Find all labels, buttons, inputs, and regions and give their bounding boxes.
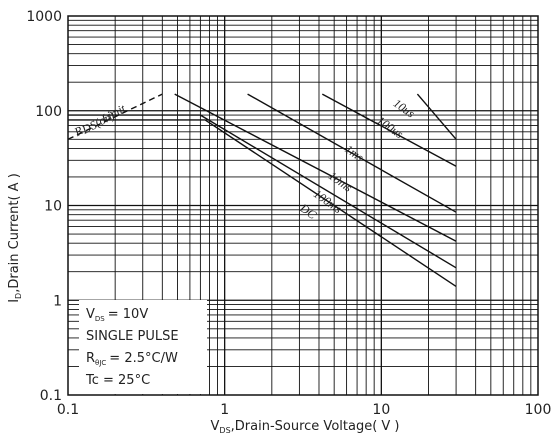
y-tick-label: 1000: [26, 9, 62, 25]
x-tick-label: 0.1: [57, 402, 79, 418]
condition-vds: VDS = 10V: [86, 307, 148, 323]
x-tick-label: 10: [372, 402, 390, 418]
series-line-dc: [68, 119, 457, 287]
series-line-100us: [321, 93, 457, 167]
series-group: [67, 93, 457, 287]
series-line-r-ds-on-limit: [67, 93, 163, 140]
condition-pulse: SINGLE PULSE: [86, 329, 179, 344]
x-tick-label: 100: [525, 402, 552, 418]
condition-tc: Tc = 25°C: [85, 373, 150, 388]
y-tick-label: 0.1: [40, 388, 62, 404]
series-line-10us: [416, 93, 457, 140]
y-tick-label: 10: [44, 199, 62, 215]
annotation-ms1: 1ms: [342, 142, 366, 165]
series-line-10ms: [174, 93, 457, 242]
series-line-100ms: [68, 114, 457, 269]
series-line-1ms: [247, 93, 457, 213]
annotation-ms10: 10ms: [326, 169, 355, 195]
x-axis-label: VDS,Drain-Source Voltage( V ): [211, 419, 400, 435]
test-conditions-box: VDS = 10V SINGLE PULSE RθJC = 2.5°C/W Tc =…: [79, 300, 207, 394]
y-axis-label: ID,Drain Current( A ): [7, 173, 23, 303]
annotation-dc: DC: [297, 200, 320, 222]
y-tick-label: 1: [53, 293, 62, 309]
tick-labels: 0.1 1 10 100 0.1 1 10 100 1000: [26, 9, 551, 418]
plot-frame: [67, 15, 539, 396]
condition-rth: RθJC = 2.5°C/W: [86, 351, 178, 367]
annotation-us10: 10us: [391, 96, 418, 121]
x-tick-label: 1: [220, 402, 229, 418]
y-tick-label: 100: [35, 104, 62, 120]
